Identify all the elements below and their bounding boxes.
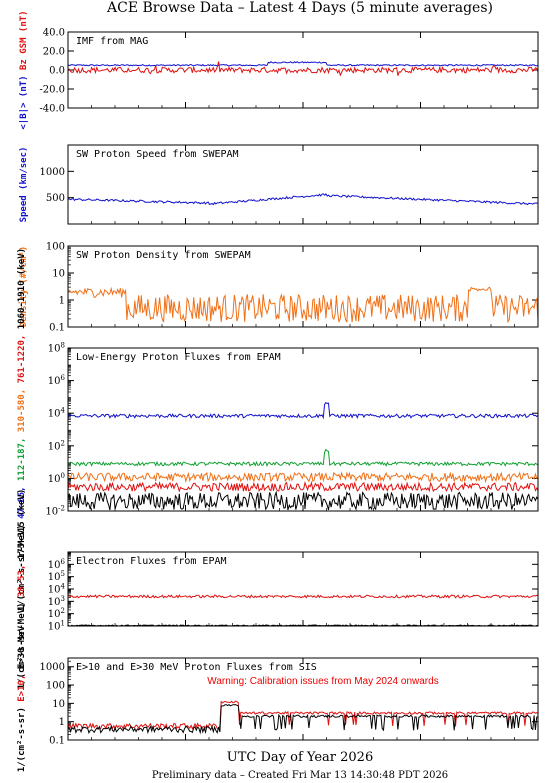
series-line-mag-1 bbox=[68, 61, 538, 77]
series-line-mag-0 bbox=[68, 61, 538, 67]
panel-frame bbox=[67, 551, 539, 627]
series-line-sis-0 bbox=[68, 700, 538, 731]
y-tick-label: 100 bbox=[46, 681, 65, 692]
y-axis-label: 1/(cm²-s-sr-MeV) 47-65, 112-187, 310-580… bbox=[17, 248, 27, 611]
y-tick-label: 102 bbox=[48, 607, 65, 620]
panels-group: IMF from MAG 40.0 20.0 0.0 -20.0 -40.0 <|B|> (… bbox=[17, 10, 539, 772]
y-tick-label: 0.0 bbox=[49, 66, 65, 77]
y-tick-label: 20.0 bbox=[43, 47, 65, 58]
y-axis-label: 1/(cm²-s-sr-MeV) 38-53, 175-315 (keV) bbox=[17, 489, 27, 690]
panel-title: Low-Energy Proton Fluxes from EPAM bbox=[76, 352, 281, 363]
y-tick-label: -40.0 bbox=[39, 104, 65, 115]
panel-density: SW Proton Density from SWEPAM 100 10 1 0.1 De… bbox=[18, 242, 539, 334]
annotation-text: Warning: Calibration issues from May 202… bbox=[207, 676, 438, 687]
y-tick-label: 10 bbox=[52, 699, 65, 710]
series-line-protons-4 bbox=[68, 490, 538, 511]
panel-title: Electron Fluxes from EPAM bbox=[76, 556, 227, 567]
y-tick-label: 1000 bbox=[40, 167, 65, 178]
panel-sis: E>10 and E>30 MeV Proton Fluxes from SIS… bbox=[17, 625, 539, 772]
y-tick-label: 1 bbox=[59, 717, 65, 728]
footer-text: Preliminary data – Created Fri Mar 13 14… bbox=[152, 770, 448, 781]
series-line-density-0 bbox=[68, 286, 538, 324]
y-tick-label: 1 bbox=[59, 296, 65, 307]
y-tick-label: 102 bbox=[48, 439, 65, 452]
chart-title: ACE Browse Data – Latest 4 Days (5 minut… bbox=[106, 0, 493, 16]
series-line-speed-0 bbox=[68, 193, 538, 206]
panel-electrons: Electron Fluxes from EPAM 106105104103102… bbox=[17, 489, 539, 690]
panel-frame bbox=[67, 245, 539, 328]
y-tick-label: 40.0 bbox=[43, 28, 65, 39]
y-tick-label: 0.1 bbox=[49, 323, 65, 334]
x-axis-label: UTC Day of Year 2026 bbox=[227, 750, 373, 765]
y-axis-label: 1/(cm²-s-sr) E>10, E>30 MeV bbox=[17, 625, 27, 772]
y-axis-label: Density (#/cm³) bbox=[18, 246, 29, 327]
panel-title: SW Proton Density from SWEPAM bbox=[76, 250, 251, 261]
y-tick-label: 101 bbox=[48, 620, 65, 633]
series-line-electrons-0 bbox=[68, 594, 538, 599]
panel-frame bbox=[67, 31, 539, 109]
panel-title: IMF from MAG bbox=[76, 36, 148, 47]
y-tick-label: 104 bbox=[48, 583, 66, 596]
y-tick-label: 106 bbox=[48, 374, 66, 387]
y-tick-label: 108 bbox=[48, 342, 65, 355]
y-tick-label: 103 bbox=[48, 595, 65, 608]
y-tick-label: 100 bbox=[48, 472, 65, 485]
y-axis-label: Speed (km/sec) bbox=[19, 147, 29, 223]
panel-frame bbox=[67, 144, 539, 225]
y-tick-label: 500 bbox=[46, 193, 65, 204]
y-tick-label: 10-2 bbox=[45, 505, 65, 518]
series-line-protons-3 bbox=[68, 480, 538, 493]
panel-protons: Low-Energy Proton Fluxes from EPAM 108 106… bbox=[17, 248, 539, 611]
panel-frame bbox=[67, 347, 539, 512]
y-tick-label: 0.1 bbox=[49, 736, 65, 747]
panel-mag: IMF from MAG 40.0 20.0 0.0 -20.0 -40.0 <|B|> (… bbox=[19, 10, 539, 130]
series-line-protons-0 bbox=[68, 401, 538, 420]
y-tick-label: 100 bbox=[46, 242, 65, 253]
panel-speed: SW Proton Speed from SWEPAM 1000 500 Speed … bbox=[19, 144, 539, 225]
panel-frame bbox=[67, 657, 539, 741]
y-axis-label: <|B|> (nT) Bz GSM (nT) bbox=[19, 10, 29, 129]
panel-title: E>10 and E>30 MeV Proton Fluxes from SIS bbox=[76, 662, 317, 673]
y-tick-label: -20.0 bbox=[39, 85, 65, 96]
y-tick-label: 104 bbox=[48, 407, 66, 420]
y-tick-label: 10 bbox=[52, 269, 65, 280]
y-tick-label: 105 bbox=[48, 570, 65, 583]
series-line-protons-2 bbox=[68, 471, 538, 484]
series-line-protons-1 bbox=[68, 448, 538, 468]
y-tick-label: 1000 bbox=[40, 662, 65, 673]
series-line-sis-1 bbox=[68, 703, 538, 735]
panel-title: SW Proton Speed from SWEPAM bbox=[76, 149, 239, 160]
y-tick-label: 106 bbox=[48, 558, 66, 571]
